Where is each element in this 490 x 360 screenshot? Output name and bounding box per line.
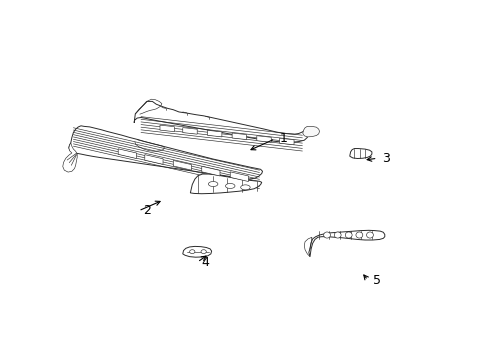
Polygon shape xyxy=(190,174,262,194)
Polygon shape xyxy=(183,246,212,257)
Text: 4: 4 xyxy=(202,256,210,269)
Circle shape xyxy=(201,250,206,253)
Ellipse shape xyxy=(324,232,330,238)
Ellipse shape xyxy=(334,232,341,238)
Ellipse shape xyxy=(241,185,250,190)
Polygon shape xyxy=(173,161,192,170)
Polygon shape xyxy=(280,138,294,145)
Text: 5: 5 xyxy=(372,274,381,287)
Polygon shape xyxy=(69,126,263,179)
Polygon shape xyxy=(232,133,246,140)
Polygon shape xyxy=(202,166,220,176)
Ellipse shape xyxy=(356,232,363,238)
Polygon shape xyxy=(350,149,372,158)
Circle shape xyxy=(190,250,195,253)
Polygon shape xyxy=(63,143,77,172)
Polygon shape xyxy=(309,230,385,257)
Polygon shape xyxy=(303,126,319,137)
Polygon shape xyxy=(134,102,307,142)
Ellipse shape xyxy=(208,181,218,186)
Text: 2: 2 xyxy=(143,204,151,217)
Polygon shape xyxy=(160,125,174,132)
Polygon shape xyxy=(118,149,136,158)
Polygon shape xyxy=(230,172,248,181)
Text: 3: 3 xyxy=(382,152,390,165)
Text: 1: 1 xyxy=(280,132,288,145)
Polygon shape xyxy=(207,130,222,137)
Ellipse shape xyxy=(345,232,352,238)
Ellipse shape xyxy=(367,232,373,238)
Polygon shape xyxy=(257,136,271,142)
Ellipse shape xyxy=(225,184,235,188)
Polygon shape xyxy=(183,127,197,134)
Polygon shape xyxy=(145,155,163,164)
